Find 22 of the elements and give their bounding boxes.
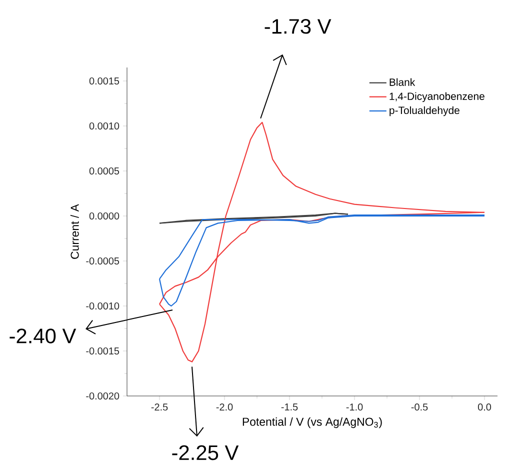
y-tick-label: 0.0005 [89, 167, 120, 175]
y-tick-label: -0.0020 [86, 392, 120, 400]
x-tick-label: -2.0 [216, 404, 233, 411]
annotation: -2.40 V [10, 328, 76, 344]
y-tick-label: 0.0015 [89, 77, 120, 85]
legend-label: Blank [390, 78, 416, 86]
y-tick-label: 0.0010 [89, 122, 120, 130]
x-tick-label: -0.5 [411, 404, 428, 411]
legend-label: p-Tolualdehyde [390, 106, 460, 116]
x-tick-label: -1.5 [281, 404, 298, 410]
y-tick-label: -0.0010 [86, 302, 120, 310]
annotation: -1.73 V [264, 18, 332, 34]
x-tick-label: 0.0 [478, 404, 492, 411]
annotation: -2.25 V [172, 445, 239, 460]
y-tick-label: -0.0005 [86, 257, 120, 265]
legend-label: 1,4-Dicyanobenzene [390, 92, 484, 102]
y-tick-label: -0.0015 [86, 347, 120, 355]
x-tick-label: -2.5 [151, 404, 168, 411]
y-tick-label: 0.0000 [89, 212, 120, 220]
y-axis-title: Current / A [70, 204, 79, 259]
x-axis-title: Potential / V (vs Ag/AgNO$_{3}$) [242, 417, 382, 428]
x-tick-label: -1.0 [346, 404, 363, 411]
